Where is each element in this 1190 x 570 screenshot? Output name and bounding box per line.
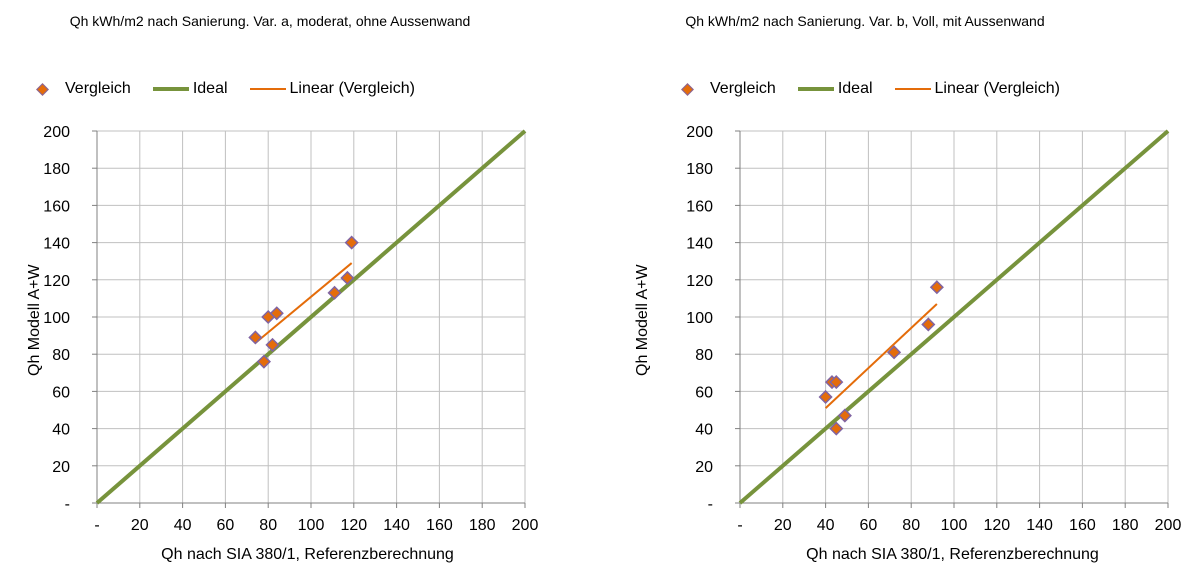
y-tick-label: 160	[43, 198, 70, 215]
plot-area: - 20 40 60 80 100 120 140 160 180 200 - 20 40 60 80 100 1…	[686, 124, 1182, 534]
x-tick-label: 60	[217, 517, 235, 534]
x-tick-label: 100	[941, 517, 968, 534]
legend-line-icon	[152, 87, 189, 91]
y-tick-label: 120	[43, 273, 70, 290]
chart-title: Qh kWh/m2 nach Sanierung. Var. b, Voll, …	[685, 13, 1045, 29]
legend: Vergleich Ideal Linear (Vergleich)	[675, 80, 1072, 98]
x-axis-label: Qh nach SIA 380/1, Referenzberechnung	[161, 546, 454, 563]
legend-item-vergleich: Vergleich	[30, 80, 131, 98]
x-tick-label: 20	[774, 517, 792, 534]
x-axis-label: Qh nach SIA 380/1, Referenzberechnung	[806, 546, 1099, 563]
legend: Vergleich Ideal Linear (Vergleich)	[30, 80, 427, 98]
legend-label: Vergleich	[65, 80, 131, 97]
x-tick-label: 60	[860, 517, 878, 534]
chart-panel-a: Qh kWh/m2 nach Sanierung. Var. a, modera…	[26, 13, 539, 563]
y-tick-label: 20	[52, 459, 70, 476]
x-tick-label: 200	[1155, 517, 1182, 534]
data-point	[340, 270, 355, 286]
chart-panel-b: Qh kWh/m2 nach Sanierung. Var. b, Voll, …	[595, 0, 1190, 570]
legend-item-ideal: Ideal	[143, 80, 228, 98]
y-axis-label: Qh Modell A+W	[26, 264, 43, 376]
y-tick-label: 40	[695, 422, 713, 439]
legend-label: Linear (Vergleich)	[289, 80, 415, 97]
ideal-line	[738, 129, 1170, 505]
plot-area: - 20 40 60 80 100 120 140 160 180 200 - 20 40 60 80 100 1…	[43, 124, 539, 534]
x-tick-label: 120	[983, 517, 1010, 534]
y-tick-label: 200	[686, 124, 713, 141]
legend-label: Ideal	[837, 80, 873, 97]
legend-item-vergleich: Vergleich	[675, 80, 776, 98]
x-tick-label: 80	[259, 517, 277, 534]
trend-line	[254, 262, 353, 344]
y-tick-label: 180	[43, 161, 70, 178]
data-point	[327, 285, 342, 300]
data-point	[829, 421, 844, 436]
x-tick-label: 180	[469, 517, 496, 534]
y-tick-label: 40	[52, 422, 70, 439]
legend-label: Ideal	[192, 80, 228, 97]
data-point	[837, 408, 852, 423]
y-tick-label: 60	[695, 384, 713, 401]
legend-line-icon	[797, 87, 834, 91]
legend-item-ideal: Ideal	[788, 80, 873, 98]
legend-item-linear: Linear (Vergleich)	[885, 80, 1060, 98]
y-tick-label: 100	[43, 310, 70, 327]
chart-title: Qh kWh/m2 nach Sanierung. Var. a, modera…	[69, 13, 471, 29]
y-tick-label: 60	[52, 384, 70, 401]
y-tick-label: 180	[686, 161, 713, 178]
y-tick-label: 140	[686, 236, 713, 253]
data-point	[818, 389, 833, 405]
y-tick-label: 120	[686, 273, 713, 290]
ideal-line	[95, 129, 527, 505]
x-tick-label: -	[94, 517, 99, 534]
x-tick-label: 140	[1026, 517, 1053, 534]
legend-line-icon	[249, 88, 286, 90]
y-tick-label: -	[65, 496, 70, 513]
x-tick-label: 160	[426, 517, 453, 534]
y-tick-label: -	[708, 496, 713, 513]
y-tick-label: 80	[52, 347, 70, 364]
x-tick-label: -	[737, 517, 742, 534]
y-tick-label: 100	[686, 310, 713, 327]
legend-label: Linear (Vergleich)	[934, 80, 1060, 97]
x-tick-label: 140	[383, 517, 410, 534]
data-point	[265, 337, 280, 352]
data-point	[829, 375, 844, 390]
y-tick-label: 140	[43, 236, 70, 253]
x-tick-label: 120	[340, 517, 367, 534]
x-tick-label: 200	[512, 517, 539, 534]
x-tick-label: 40	[174, 517, 192, 534]
y-tick-label: 200	[43, 124, 70, 141]
y-tick-label: 80	[695, 347, 713, 364]
x-tick-label: 100	[298, 517, 325, 534]
x-tick-label: 160	[1069, 517, 1096, 534]
legend-line-icon	[894, 88, 931, 90]
x-tick-label: 80	[902, 517, 920, 534]
x-tick-label: 180	[1112, 517, 1139, 534]
data-point	[887, 345, 902, 360]
data-point	[248, 330, 263, 345]
trend-line	[824, 303, 938, 409]
x-tick-label: 20	[131, 517, 149, 534]
data-point	[929, 280, 944, 295]
y-tick-label: 20	[695, 459, 713, 476]
data-point	[921, 317, 936, 332]
legend-label: Vergleich	[710, 80, 776, 97]
data-point	[344, 235, 359, 250]
legend-item-linear: Linear (Vergleich)	[240, 80, 415, 98]
x-tick-label: 40	[817, 517, 835, 534]
data-point	[269, 306, 284, 321]
data-point	[256, 354, 271, 369]
y-axis-label: Qh Modell A+W	[634, 264, 651, 376]
y-tick-label: 160	[686, 198, 713, 215]
